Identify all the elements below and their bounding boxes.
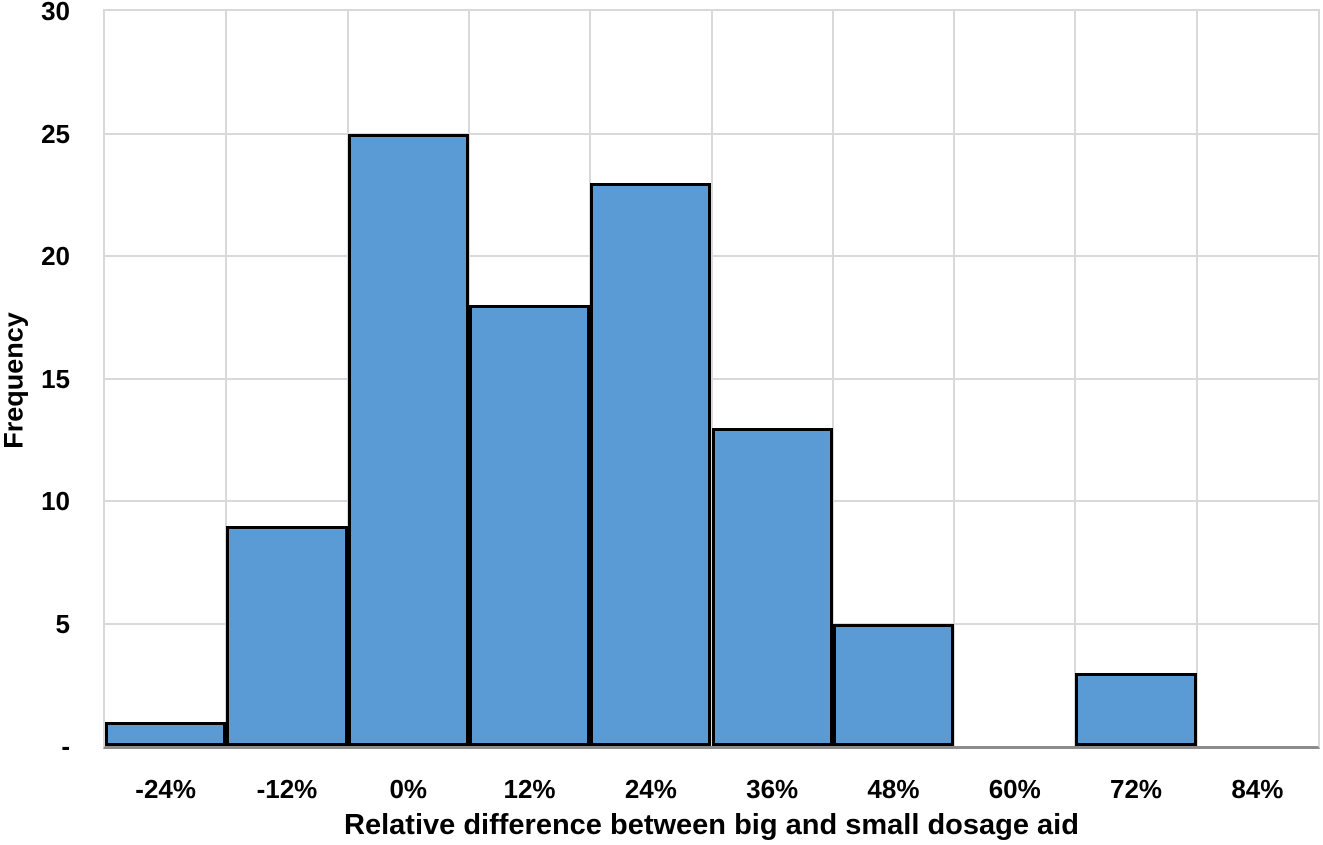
bar-12% (468, 305, 591, 746)
y-tick-label: - (61, 731, 70, 761)
y-tick-label: 10 (41, 486, 70, 516)
vertical-gridline (1195, 11, 1198, 746)
vertical-gridline (710, 11, 713, 746)
bar-36% (711, 427, 833, 746)
bar-0% (347, 133, 469, 746)
plot-area (103, 9, 1320, 749)
bar-24% (590, 182, 712, 746)
y-tick-label: 30 (41, 0, 70, 26)
x-tick-label: 36% (746, 774, 799, 804)
vertical-gridline (831, 11, 834, 746)
bar-72% (1075, 672, 1197, 746)
x-tick-label: -24% (135, 774, 196, 804)
y-tick-label: 5 (55, 608, 70, 639)
y-tick-label: 15 (41, 363, 70, 394)
bar--24% (105, 721, 227, 746)
x-tick-label: 48% (867, 774, 920, 804)
vertical-gridline (1074, 11, 1077, 746)
x-tick-label: 24% (624, 774, 677, 804)
x-tick-label: -12% (256, 774, 318, 804)
y-tick-label: 20 (41, 241, 70, 271)
y-tick-label: 25 (41, 118, 70, 149)
x-tick-label: 0% (389, 774, 428, 804)
bar-48% (832, 623, 955, 746)
x-tick-label: 60% (988, 774, 1041, 804)
x-tick-label: 84% (1231, 774, 1284, 804)
x-tick-label: 12% (503, 774, 556, 804)
bar--12% (226, 525, 348, 746)
x-axis-title: Relative difference between big and smal… (344, 809, 1079, 841)
vertical-gridline (225, 11, 228, 746)
vertical-gridline (953, 11, 956, 746)
x-tick-label: 72% (1110, 774, 1163, 804)
